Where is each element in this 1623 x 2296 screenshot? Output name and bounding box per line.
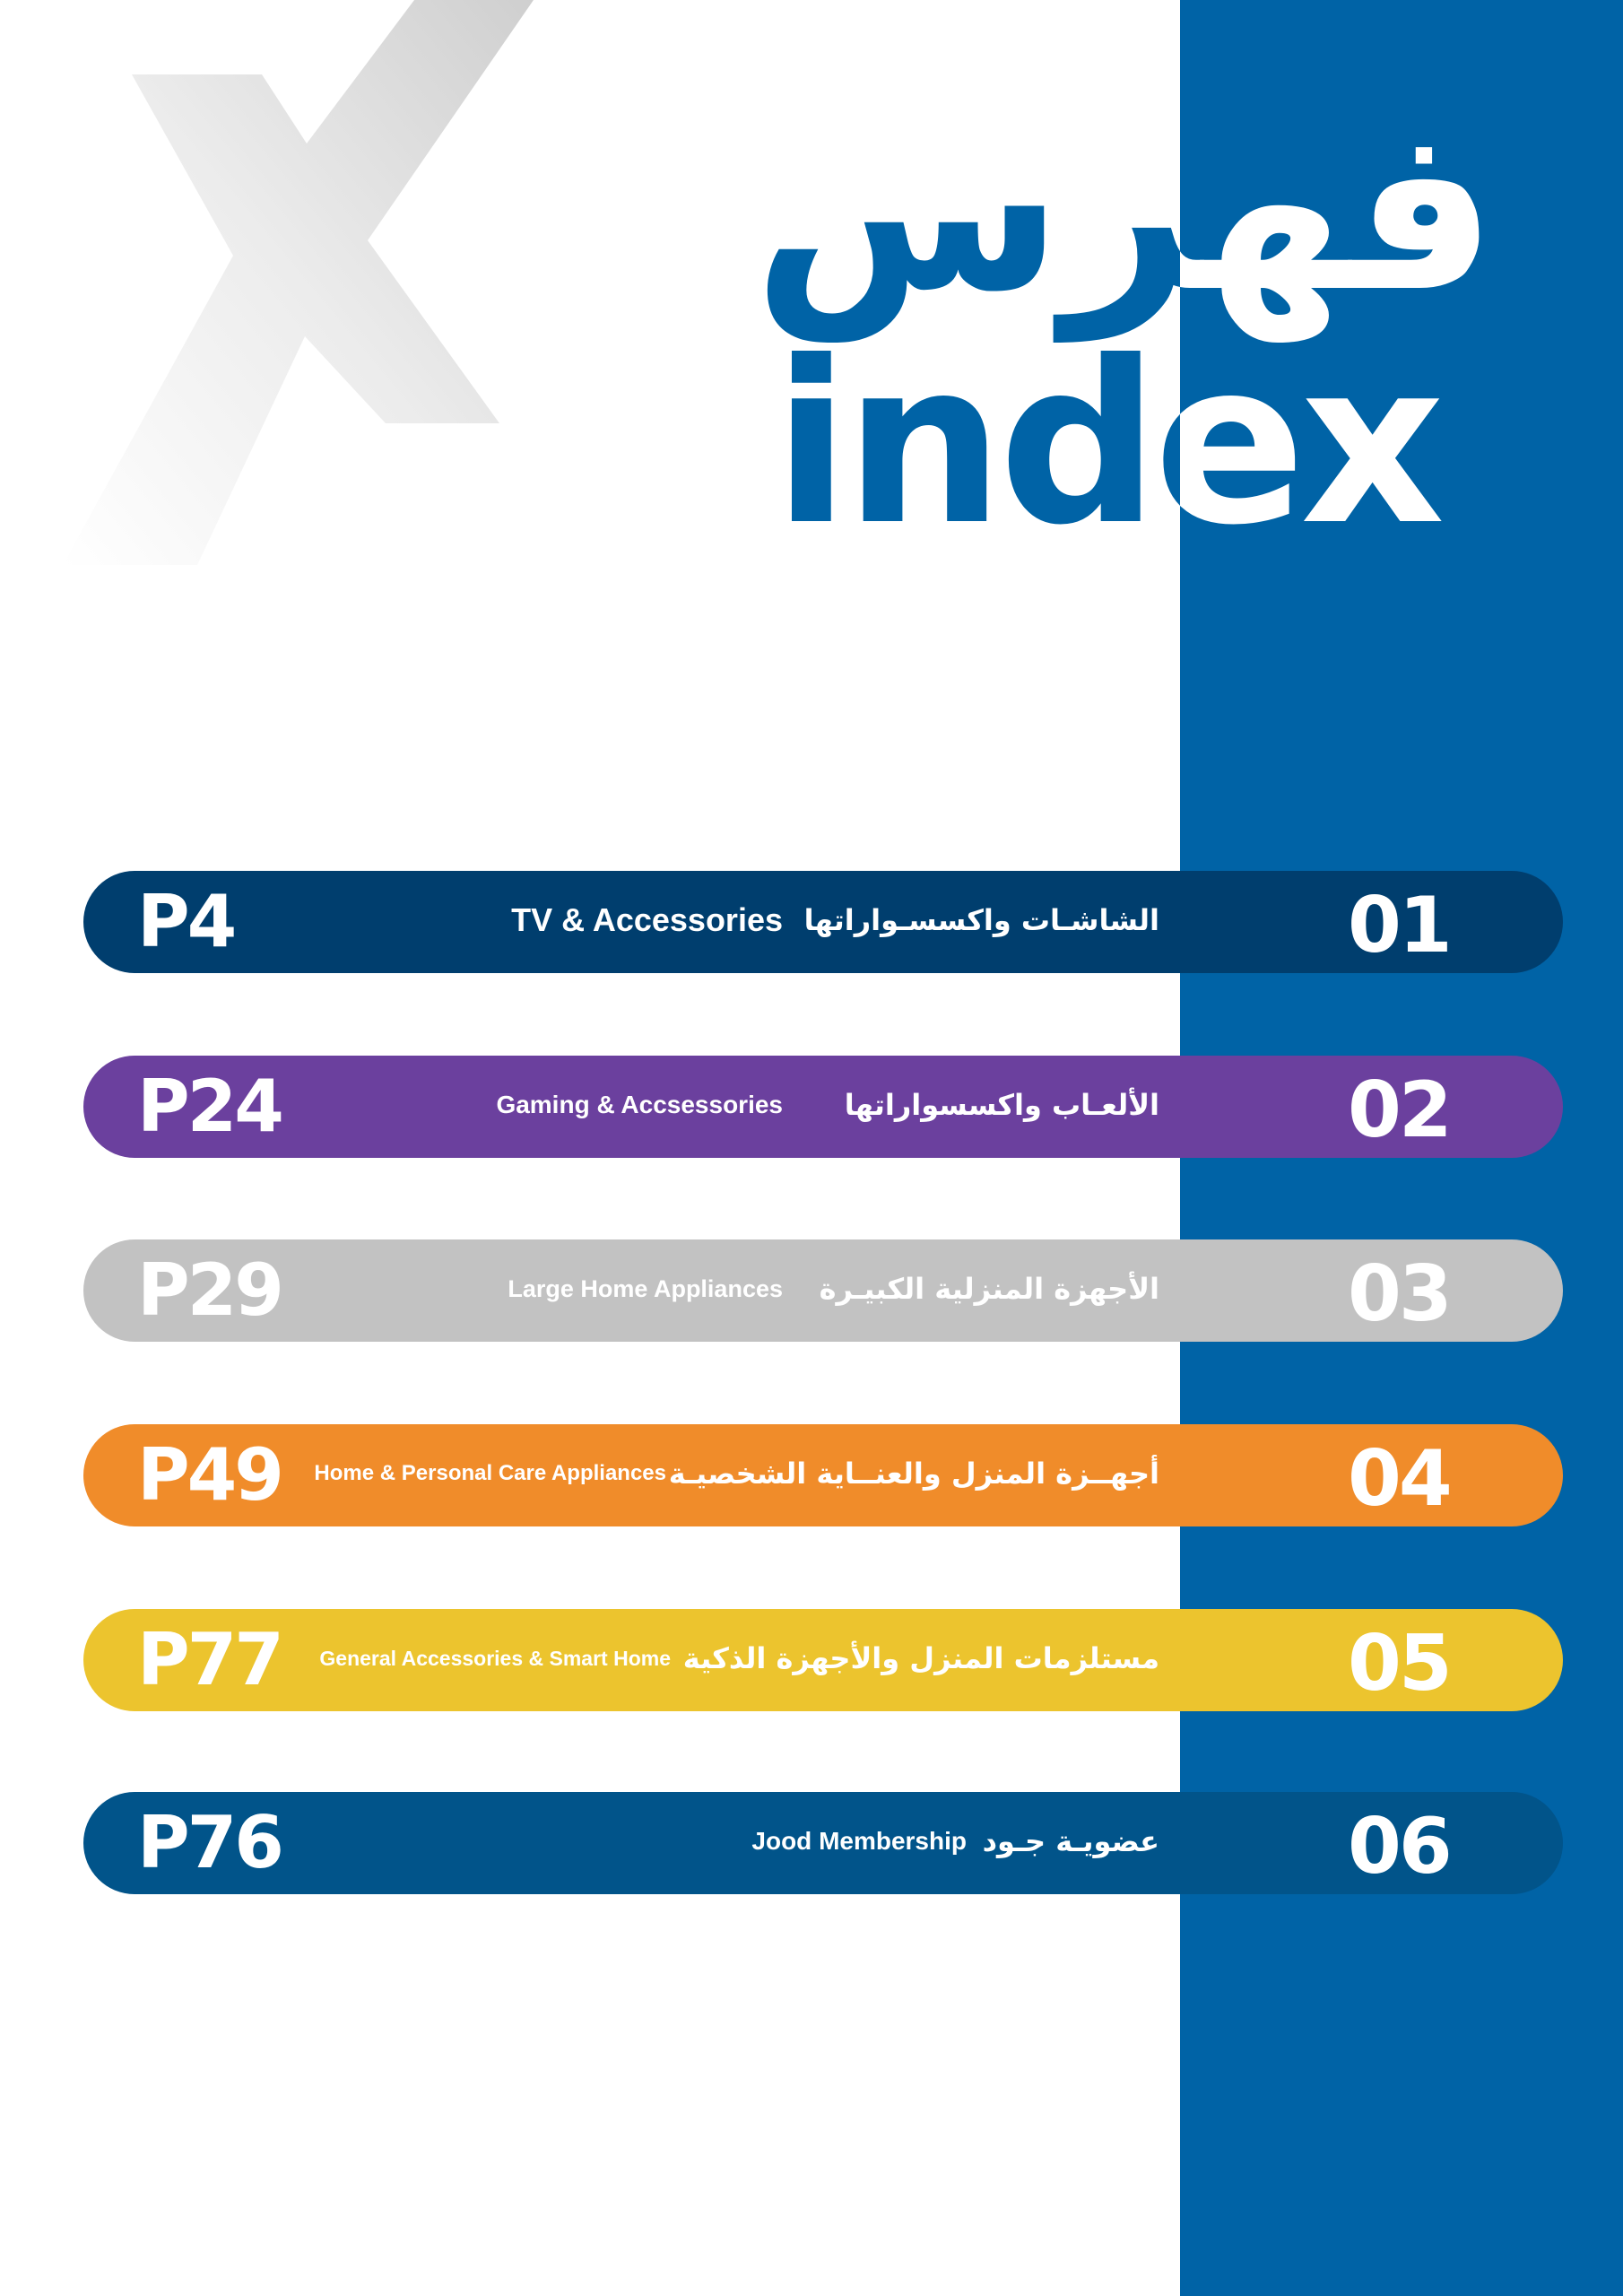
page-number: P24 [137,1065,284,1148]
page-number: P77 [137,1618,284,1701]
title-arabic-overlay: فهرس [1180,80,1497,341]
index-row-tv[interactable]: P4 TV & Accessories الشاشـات واكسسـوارات… [83,871,1563,973]
x-logo-watermark [63,0,534,565]
section-title-ar: الأجهزة المنزلية الكبيـرة [819,1272,1159,1306]
index-row-large-appliances[interactable]: P29 Large Home Appliances الأجهزة المنزل… [83,1239,1563,1342]
title-block-overlay: فهرس index [1180,0,1623,628]
section-title-en: Jood Membership [751,1827,967,1855]
section-title-ar: أجهــزة المنزل والعنــاية الشخصيـة [668,1457,1159,1491]
section-title-en: TV & Accessories [511,901,783,938]
section-title-ar: عضويـة جـود [982,1824,1159,1858]
index-row-jood-membership[interactable]: P76 Jood Membership عضويـة جـود 06 [83,1792,1563,1894]
section-title-ar: الشاشـات واكسسـواراتها [803,903,1159,937]
section-title-en: Gaming & Accsessories [496,1091,783,1118]
section-number: 06 [1348,1802,1453,1892]
title-arabic: فهرس [753,80,1180,341]
section-number: 03 [1348,1249,1453,1339]
section-title-en: General Accessories & Smart Home [319,1647,671,1670]
section-number: 05 [1348,1619,1453,1709]
section-number: 02 [1348,1065,1453,1155]
title-english: index [773,313,1180,574]
section-title-en: Large Home Appliances [508,1275,783,1302]
section-title-en: Home & Personal Care Appliances [314,1461,666,1485]
page-number: P4 [137,880,237,963]
page-number: P29 [137,1248,284,1332]
title-english-overlay: index [1180,313,1445,574]
title-block: فهرس index [0,0,1180,628]
section-title-ar: الألعـاب واكسسواراتها [844,1088,1159,1122]
index-row-general-accessories[interactable]: P77 General Accessories & Smart Home مست… [83,1609,1563,1711]
index-row-home-personal-care[interactable]: P49 Home & Personal Care Appliances أجهـ… [83,1424,1563,1526]
section-title-ar: مستلزمات المنزل والأجهزة الذكية [682,1641,1159,1675]
page-number: P49 [137,1433,284,1517]
section-number: 01 [1348,881,1453,970]
index-row-gaming[interactable]: P24 Gaming & Accsessories الألعـاب واكسس… [83,1056,1563,1158]
section-number: 04 [1348,1434,1453,1524]
page-number: P76 [137,1801,284,1884]
